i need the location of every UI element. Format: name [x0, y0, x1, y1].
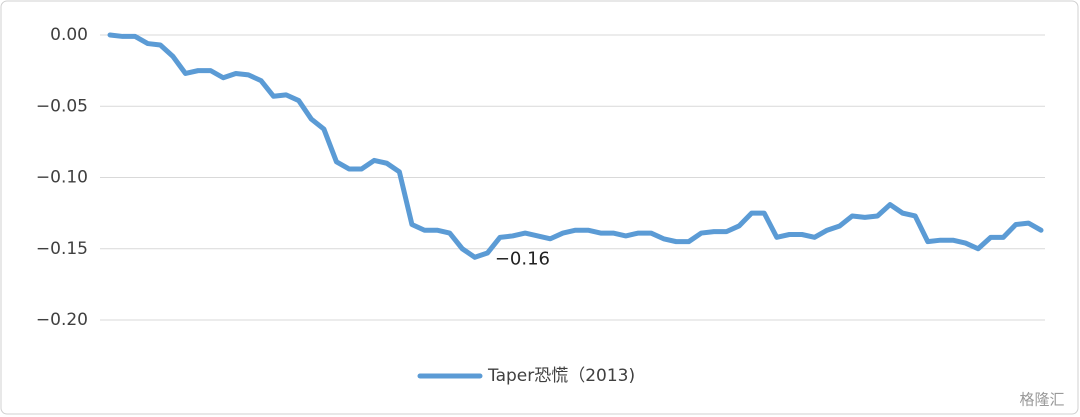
- y-tick-label: −0.20: [36, 310, 88, 330]
- watermark: 格隆汇: [1019, 391, 1064, 409]
- y-tick-label: −0.10: [36, 168, 88, 188]
- y-tick-label: −0.05: [36, 96, 88, 116]
- data-label: −0.16: [495, 248, 550, 269]
- line: [107, 32, 1044, 260]
- y-tick-label: −0.15: [36, 239, 88, 259]
- legend-label: Taper恐慌（2013): [487, 366, 635, 386]
- y-tick-label: 0.00: [50, 25, 88, 45]
